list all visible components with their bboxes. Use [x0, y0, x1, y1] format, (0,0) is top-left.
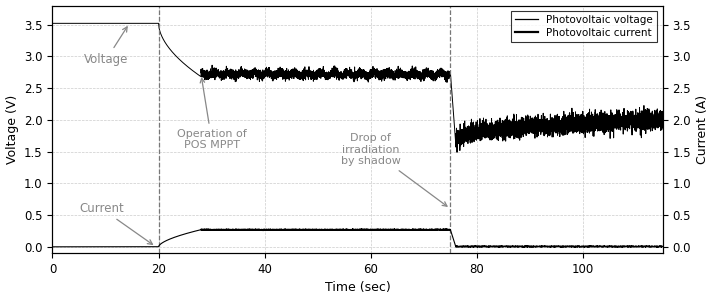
- Photovoltaic current: [644, 244, 653, 248]
- Photovoltaic voltage: [644, 119, 653, 123]
- Text: Drop of
irradiation
by shadow: Drop of irradiation by shadow: [341, 133, 447, 206]
- Legend: Photovoltaic voltage, Photovoltaic current: Photovoltaic voltage, Photovoltaic curre…: [511, 11, 657, 42]
- Photovoltaic voltage: [322, 76, 331, 80]
- Photovoltaic current: [214, 228, 223, 231]
- Photovoltaic voltage: [659, 116, 667, 120]
- Photovoltaic current: [322, 228, 331, 231]
- Text: Voltage: Voltage: [84, 27, 129, 66]
- Photovoltaic voltage: [48, 22, 56, 25]
- Photovoltaic voltage: [214, 71, 223, 75]
- Photovoltaic current: [442, 227, 450, 231]
- Text: Operation of
POS MPPT: Operation of POS MPPT: [177, 78, 247, 150]
- Photovoltaic current: [524, 245, 533, 248]
- Photovoltaic voltage: [524, 130, 533, 134]
- Photovoltaic voltage: [119, 22, 128, 25]
- Photovoltaic current: [550, 245, 558, 249]
- Photovoltaic current: [48, 245, 56, 249]
- Photovoltaic current: [119, 245, 128, 249]
- Line: Photovoltaic current: Photovoltaic current: [52, 229, 663, 247]
- Photovoltaic voltage: [213, 73, 222, 76]
- Y-axis label: Voltage (V): Voltage (V): [6, 95, 19, 164]
- Photovoltaic current: [213, 228, 222, 232]
- Photovoltaic current: [659, 245, 667, 248]
- Text: Current: Current: [79, 202, 152, 244]
- X-axis label: Time (sec): Time (sec): [325, 281, 390, 294]
- Photovoltaic voltage: [453, 151, 461, 154]
- Line: Photovoltaic voltage: Photovoltaic voltage: [52, 23, 663, 152]
- Y-axis label: Current (A): Current (A): [696, 95, 709, 164]
